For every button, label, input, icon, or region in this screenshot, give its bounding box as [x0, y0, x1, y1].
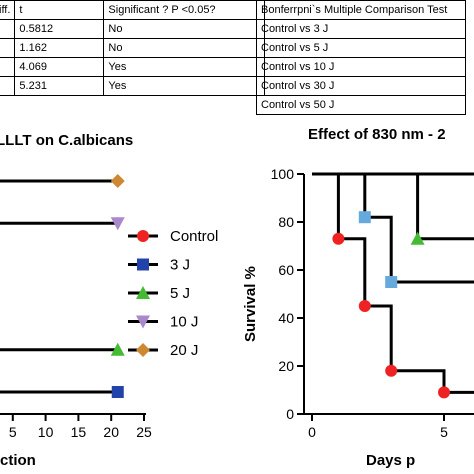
legend-marker: [137, 230, 149, 242]
legend-marker: [136, 286, 150, 299]
right-x-axis-label: Days p: [366, 452, 416, 469]
left-series-point: [111, 386, 124, 398]
right-y-tick-label: 0: [286, 406, 294, 422]
table-cell: [0, 76, 16, 96]
table-row: Control vs 30 J: [256, 76, 466, 96]
right-x-tick-label: 5: [440, 424, 448, 440]
legend-label: 20 J: [170, 342, 198, 359]
right-y-tick-label: 40: [278, 310, 294, 326]
left-x-tick-label: 15: [71, 424, 87, 440]
right-series-line: [312, 172, 474, 176]
right-series-line: [312, 172, 474, 241]
legend-label: 3 J: [170, 257, 190, 274]
right-y-tick-label: 100: [271, 166, 295, 182]
table-row: Control vs 50 J: [256, 95, 466, 115]
left-stats-table: iff. t Significant ? P <0.05? 0.5812 No 1.162…: [0, 0, 266, 96]
right-stats-table: Bonferrpni`s Multiple Comparison Test Con…: [256, 0, 466, 115]
right-y-axis-label: Survival %: [242, 266, 259, 342]
right-series-point: [438, 386, 450, 399]
left-x-tick-label: 25: [136, 424, 152, 440]
right-series-point: [332, 232, 345, 245]
left-x-axis-label: ction: [0, 452, 36, 469]
table-row: 4.069 Yes: [0, 57, 266, 77]
legend-marker: [137, 258, 149, 271]
table-row: 1.162 No: [0, 38, 266, 58]
right-x-tick-label: 0: [308, 424, 316, 440]
table-cell: 5.231: [14, 76, 105, 96]
left-x-tick-label: 10: [38, 424, 54, 440]
right-series-point: [385, 364, 398, 377]
table-cell: Yes: [103, 76, 266, 96]
table-cell: 4.069: [14, 57, 105, 77]
table-row: 5.231 Yes: [0, 76, 266, 96]
legend-label: 10 J: [170, 314, 198, 331]
left-series-point: [110, 174, 125, 188]
legend-label: Control: [170, 228, 218, 245]
table-cell: Control vs 50 J: [256, 95, 466, 115]
right-series-point: [358, 211, 371, 224]
left-chart-title: LLLT on C.albicans: [0, 132, 134, 149]
right-y-tick-label: 60: [278, 262, 294, 278]
table-cell: Significant ? P <0.05?: [103, 0, 266, 20]
table-header-row: iff. t Significant ? P <0.05?: [0, 0, 266, 20]
right-y-tick-label: 80: [278, 214, 294, 230]
right-series-line: [312, 172, 474, 176]
left-x-tick-label: 20: [103, 424, 119, 440]
legend-marker: [136, 343, 150, 357]
table-row: 0.5812 No: [0, 19, 266, 39]
right-series-point: [385, 276, 398, 288]
right-y-tick-label: 20: [278, 358, 294, 374]
left-series-point: [110, 217, 125, 231]
left-series-point: [110, 342, 125, 356]
right-series-point: [410, 231, 425, 245]
table-cell: Control vs 30 J: [256, 76, 466, 96]
right-series-line: [312, 172, 474, 394]
left-x-tick-label: 5: [9, 424, 17, 440]
legend-marker: [136, 315, 150, 329]
right-series-point: [358, 300, 371, 312]
right-chart-title: Effect of 830 nm - 2: [308, 126, 446, 143]
legend-label: 5 J: [170, 285, 190, 302]
